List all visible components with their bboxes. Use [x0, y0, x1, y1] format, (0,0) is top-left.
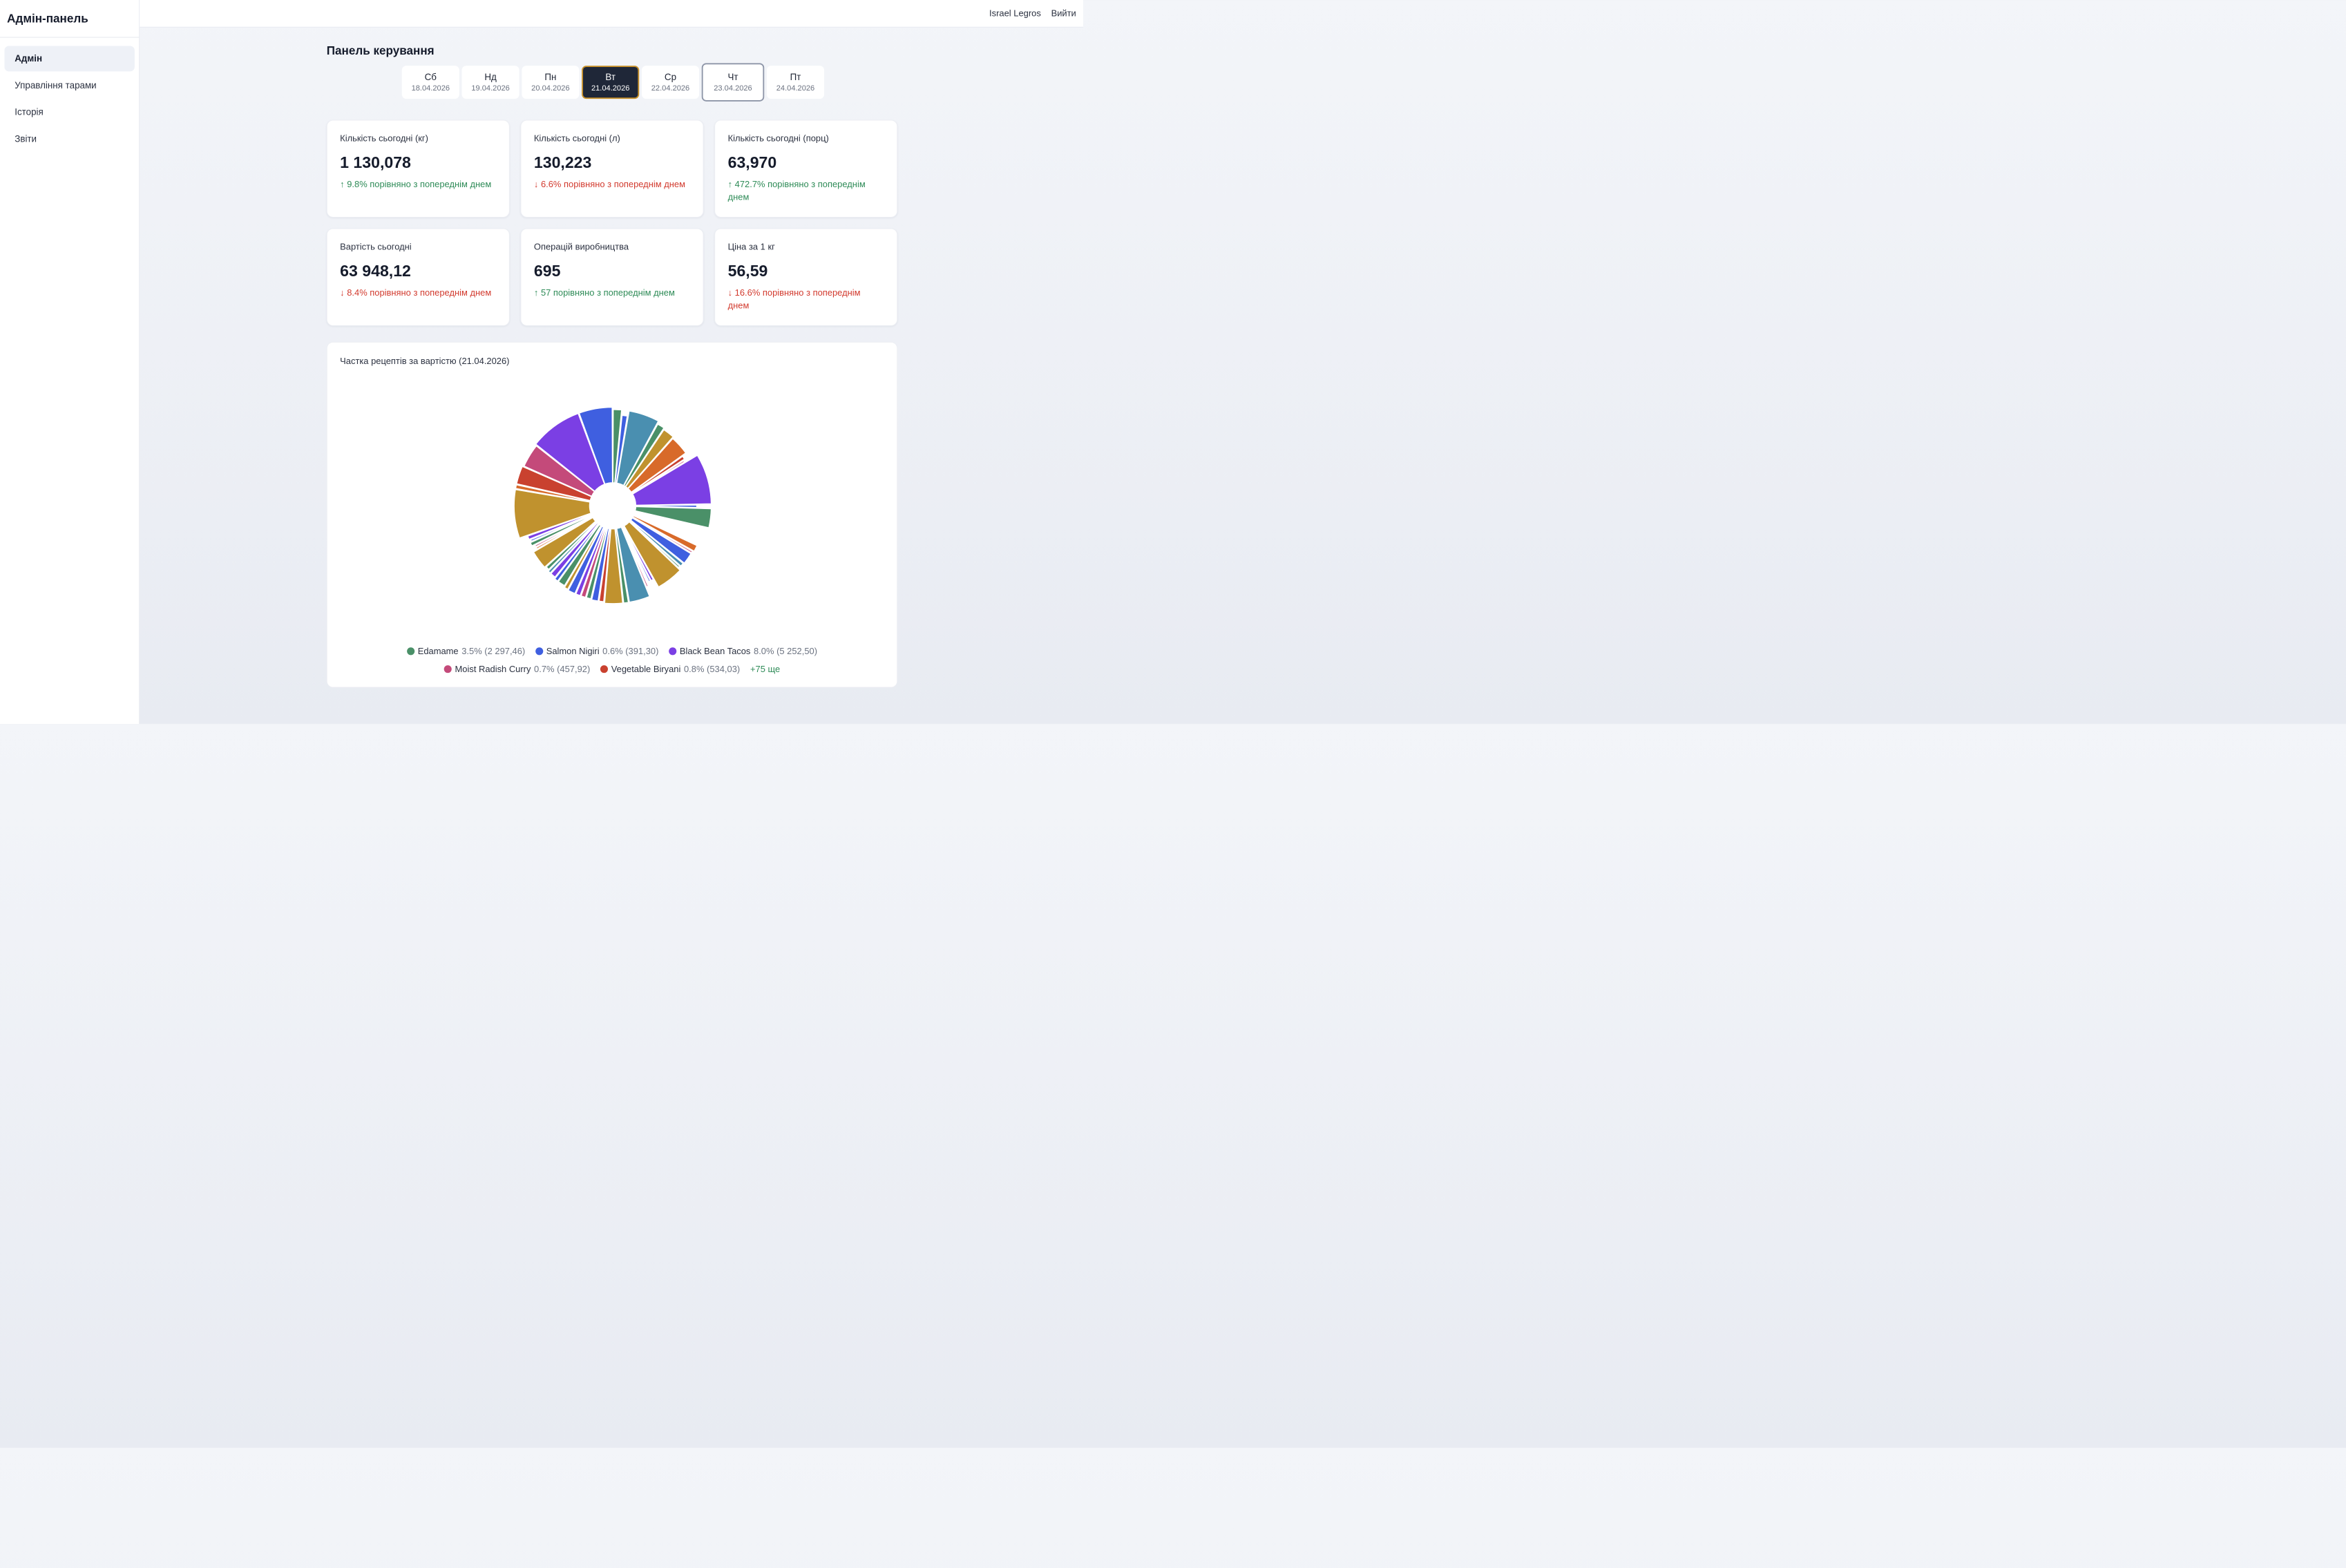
pie-slice[interactable] [513, 488, 592, 539]
legend-name: Moist Radish Curry [455, 664, 531, 674]
day-tab[interactable]: Нд 19.04.2026 [461, 66, 519, 99]
stat-label: Ціна за 1 кг [727, 241, 775, 252]
legend-meta: 8.0% (5 252,50) [754, 646, 818, 656]
legend-name: Salmon Nigiri [546, 646, 600, 656]
day-date: 23.04.2026 [714, 84, 752, 93]
legend-item[interactable]: Edamame 3.5% (2 297,46) [406, 642, 526, 660]
stat-value: 56,59 [727, 262, 768, 280]
chart-title: Частка рецептів за вартістю (21.04.2026) [340, 356, 510, 366]
sidebar-item-containers[interactable]: Управління тарами [15, 80, 97, 90]
day-date: 24.04.2026 [776, 84, 815, 93]
day-tab[interactable]: Пн 20.04.2026 [522, 66, 580, 99]
legend-item[interactable]: Vegetable Biryani 0.8% (534,03) [600, 660, 740, 678]
stat-delta: ↓ 6.6% порівняно з попереднім днем [533, 179, 685, 189]
stat-value: 63,970 [727, 153, 777, 171]
recipe-share-chart: Частка рецептів за вартістю (21.04.2026)… [326, 341, 898, 688]
stat-card-operations: Операцій виробництва 695 ↑ 57 порівняно … [520, 228, 704, 326]
day-tab-selected[interactable]: Вт 21.04.2026 [582, 66, 640, 99]
legend-dot [600, 665, 609, 673]
day-name: Сб [424, 72, 437, 82]
day-name: Нд [484, 72, 497, 82]
chart-legend: Edamame 3.5% (2 297,46) Salmon Nigiri 0.6%… [327, 642, 897, 678]
stat-card-kg: Кількість сьогодні (кг) 1 130,078 ↑ 9.8%… [326, 119, 510, 218]
pie-slice[interactable] [631, 454, 712, 506]
stat-card-price: Ціна за 1 кг 56,59 ↓ 16.6% порівняно з п… [714, 228, 898, 326]
stat-delta: ↑ 57 порівняно з попереднім днем [533, 287, 675, 298]
legend-more-link[interactable]: +75 ще [750, 664, 781, 674]
day-date: 19.04.2026 [471, 84, 510, 93]
day-tab[interactable]: Ср 22.04.2026 [641, 66, 700, 99]
stat-label: Операцій виробництва [533, 241, 629, 252]
top-bar: Israel Legros Вийти [140, 0, 1083, 28]
day-tab[interactable]: Сб 18.04.2026 [401, 66, 459, 99]
stat-value: 63 948,12 [340, 262, 411, 280]
day-date: 21.04.2026 [591, 84, 630, 93]
stat-label: Вартість сьогодні [340, 241, 412, 252]
day-name: Вт [605, 72, 616, 82]
legend-name: Black Bean Tacos [679, 646, 751, 656]
pie-slice[interactable] [534, 412, 606, 493]
stat-delta: ↓ 8.4% порівняно з попереднім днем [340, 287, 492, 298]
pie-chart [513, 406, 712, 605]
day-selector: Сб 18.04.2026 Нд 19.04.2026 Пн 20.04.2026 В… [401, 63, 825, 102]
pie-slice[interactable] [634, 506, 712, 529]
day-date: 20.04.2026 [531, 84, 570, 93]
day-tab-today[interactable]: Чт 23.04.2026 [701, 63, 765, 102]
day-name: Чт [727, 72, 738, 82]
stat-label: Кількість сьогодні (кг) [340, 133, 428, 144]
legend-meta: 0.6% (391,30) [602, 646, 659, 656]
legend-dot [406, 647, 415, 656]
stats-grid: Кількість сьогодні (кг) 1 130,078 ↑ 9.8%… [326, 119, 898, 326]
day-name: Пн [544, 72, 557, 82]
legend-name: Vegetable Biryani [611, 664, 681, 674]
day-date: 18.04.2026 [411, 84, 450, 93]
sidebar-item-admin[interactable]: Адмін [4, 46, 135, 72]
sidebar-item-reports[interactable]: Звіти [15, 133, 37, 144]
stat-label: Кількість сьогодні (порц) [727, 133, 829, 144]
pie-slice[interactable] [578, 406, 613, 486]
stat-delta: ↑ 472.7% порівняно з попереднім днем [727, 179, 866, 202]
page-title: Панель керування [326, 44, 435, 57]
legend-item[interactable]: Salmon Nigiri 0.6% (391,30) [535, 642, 658, 660]
day-name: Пт [790, 72, 801, 82]
day-date: 22.04.2026 [651, 84, 690, 93]
stat-card-cost: Вартість сьогодні 63 948,12 ↓ 8.4% порів… [326, 228, 510, 326]
stat-delta: ↑ 9.8% порівняно з попереднім днем [340, 179, 492, 189]
sidebar: Адмін-панель Адмін Управління тарами Іст… [0, 0, 140, 725]
legend-dot [669, 647, 677, 656]
stat-label: Кількість сьогодні (л) [533, 133, 620, 144]
legend-dot [444, 665, 452, 673]
user-name[interactable]: Israel Legros [989, 8, 1041, 19]
logout-button[interactable]: Вийти [1051, 8, 1076, 19]
stat-delta: ↓ 16.6% порівняно з попереднім днем [727, 287, 861, 311]
legend-dot [535, 647, 544, 656]
legend-item[interactable]: Black Bean Tacos 8.0% (5 252,50) [669, 642, 817, 660]
stat-card-portions: Кількість сьогодні (порц) 63,970 ↑ 472.7… [714, 119, 898, 218]
legend-meta: 0.8% (534,03) [683, 664, 741, 674]
stat-card-liters: Кількість сьогодні (л) 130,223 ↓ 6.6% по… [520, 119, 704, 218]
legend-name: Edamame [417, 646, 459, 656]
stat-value: 1 130,078 [340, 153, 411, 171]
sidebar-nav: Адмін Управління тарами Історія Звіти [0, 37, 139, 161]
legend-item[interactable]: Moist Radish Curry 0.7% (457,92) [444, 660, 590, 678]
app-title: Адмін-панель [0, 0, 140, 38]
app-root: Адмін-панель Адмін Управління тарами Іст… [0, 0, 1083, 725]
stat-value: 130,223 [533, 153, 592, 171]
legend-meta: 3.5% (2 297,46) [461, 646, 526, 656]
day-tab[interactable]: Пт 24.04.2026 [766, 66, 825, 99]
sidebar-item-history[interactable]: Історія [15, 106, 44, 117]
day-name: Ср [664, 72, 677, 82]
stat-value: 695 [533, 262, 561, 280]
legend-meta: 0.7% (457,92) [534, 664, 591, 674]
